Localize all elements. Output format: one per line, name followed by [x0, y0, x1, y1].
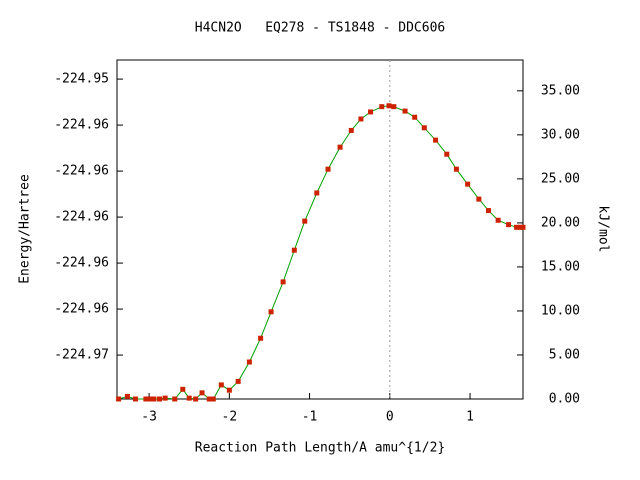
point: [280, 279, 286, 285]
y2-axis-label: kJ/mol: [596, 206, 611, 253]
point: [485, 208, 491, 214]
point: [143, 396, 149, 402]
point: [302, 218, 308, 224]
y-tick-label: -224.96: [54, 210, 109, 225]
x-axis-label: Reaction Path Length/A amu^{1/2}: [195, 441, 445, 456]
point: [514, 224, 520, 230]
y-tick-label: -224.96: [54, 164, 109, 179]
x-tick-label: 0: [386, 410, 394, 425]
y2-tick-label: 5.00: [549, 347, 580, 362]
point: [206, 396, 212, 402]
point: [157, 396, 163, 402]
y-tick-label: -224.96: [54, 256, 109, 271]
point: [402, 108, 408, 114]
chart-title: H4CN2O EQ278 - TS1848 - DDC606: [195, 21, 445, 36]
y2-tick-label: 20.00: [541, 215, 580, 230]
point: [162, 395, 168, 401]
x-tick-label: -1: [302, 410, 318, 425]
point: [235, 378, 241, 384]
y-tick-label: -224.97: [54, 348, 109, 363]
point: [444, 151, 450, 157]
y-tick-label: -224.95: [54, 72, 109, 87]
point: [116, 396, 122, 402]
point: [368, 109, 374, 115]
point: [421, 125, 427, 131]
point: [348, 127, 354, 133]
point: [151, 396, 157, 402]
x-tick-label: -3: [141, 410, 157, 425]
y2-tick-label: 30.00: [541, 127, 580, 142]
point: [495, 217, 501, 223]
y2-tick-label: 0.00: [549, 392, 580, 407]
point: [246, 359, 252, 365]
point: [258, 335, 264, 341]
point: [506, 222, 512, 228]
x-tick-label: 1: [466, 410, 474, 425]
point: [465, 181, 471, 187]
point: [453, 166, 459, 172]
point: [433, 137, 439, 143]
y2-tick-label: 25.00: [541, 171, 580, 186]
point: [172, 396, 178, 402]
point: [476, 196, 482, 202]
point: [186, 395, 192, 401]
point: [180, 386, 186, 392]
point: [325, 166, 331, 172]
point: [147, 396, 153, 402]
point: [124, 393, 130, 399]
y-tick-label: -224.96: [54, 302, 109, 317]
point: [268, 309, 274, 315]
y2-tick-label: 15.00: [541, 259, 580, 274]
y-axis-label: Energy/Hartree: [18, 174, 33, 284]
point: [210, 396, 216, 402]
point: [226, 387, 232, 393]
point: [337, 144, 343, 150]
y2-tick-label: 35.00: [541, 83, 580, 98]
point: [520, 224, 526, 230]
point: [391, 104, 397, 110]
point: [358, 116, 364, 122]
point: [291, 247, 297, 253]
point: [218, 382, 224, 388]
point: [412, 114, 418, 120]
point: [314, 190, 320, 196]
point: [132, 396, 138, 402]
y-tick-label: -224.96: [54, 118, 109, 133]
point: [379, 104, 385, 110]
point: [193, 396, 199, 402]
y2-tick-label: 10.00: [541, 303, 580, 318]
x-tick-label: -2: [222, 410, 238, 425]
point: [386, 103, 392, 109]
point: [199, 390, 205, 396]
